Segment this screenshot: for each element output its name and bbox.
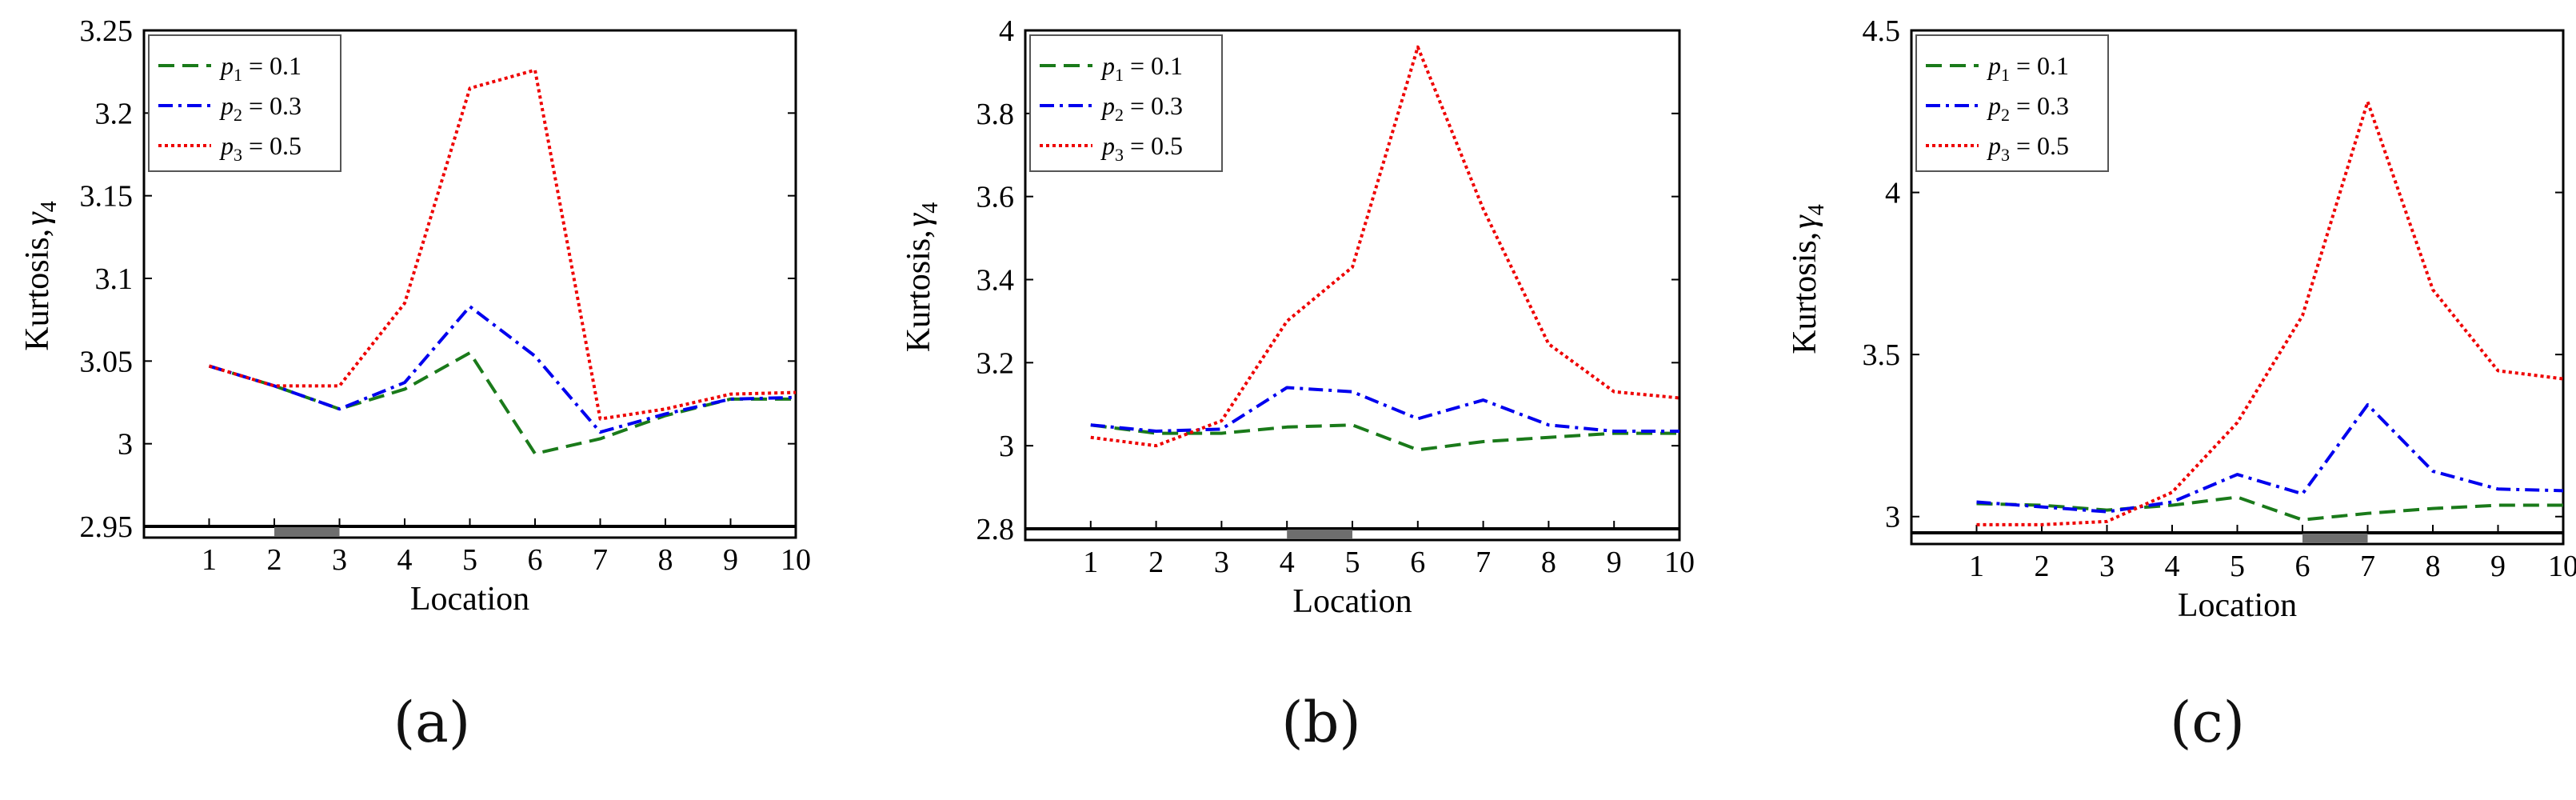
x-tick-label: 10 bbox=[781, 543, 811, 577]
x-tick-label: 2 bbox=[267, 543, 282, 577]
x-tick-label: 9 bbox=[723, 543, 738, 577]
chart-panel-0: 2.95 3 3.05 3.1 3.15 3.2 3.25 1 2 3 4 5 6 7 8 9 10 Locati… bbox=[19, 14, 811, 618]
legend-label-2: p2 = 0.3 bbox=[1100, 91, 1183, 125]
x-tick-label: 6 bbox=[2295, 550, 2310, 583]
legend-label-2: p2 = 0.3 bbox=[1987, 91, 2069, 125]
y-tick-label: 3.1 bbox=[95, 262, 134, 296]
y-tick-label: 3.15 bbox=[80, 180, 134, 214]
series-line-1 bbox=[208, 351, 796, 456]
x-axis-label: Location bbox=[2178, 587, 2297, 624]
x-tick-label: 6 bbox=[528, 543, 543, 577]
series-line-3 bbox=[1976, 100, 2564, 526]
x-tick-label: 4 bbox=[397, 543, 413, 577]
chart-panel-1: 2.8 3 3.2 3.4 3.6 3.8 4 1 2 3 4 5 6 7 8 9 10 Location Kurt… bbox=[901, 14, 1695, 620]
chart-panel-2: 3 3.5 4 4.5 1 2 3 4 5 6 7 8 9 10 Location Kurtosis,γ4 p1… bbox=[1787, 14, 2576, 624]
legend-label-3: p3 = 0.5 bbox=[219, 131, 302, 165]
x-tick-label: 2 bbox=[2035, 550, 2050, 583]
x-tick-label: 10 bbox=[2548, 550, 2576, 583]
legend-label-2: p2 = 0.3 bbox=[219, 91, 302, 125]
y-tick-label: 4 bbox=[1885, 177, 1900, 210]
series-line-2 bbox=[208, 305, 797, 434]
y-tick-label: 3.2 bbox=[95, 97, 134, 130]
panel-label-c: (c) bbox=[2170, 690, 2245, 755]
x-tick-label: 4 bbox=[2165, 550, 2180, 583]
panel-label-b: (b) bbox=[1281, 690, 1361, 755]
y-tick-label: 3.05 bbox=[80, 345, 134, 378]
series-line-3 bbox=[1090, 45, 1680, 448]
y-tick-label: 3.2 bbox=[976, 346, 1015, 380]
legend-box bbox=[1029, 34, 1223, 172]
y-axis-label: Kurtosis,γ4 bbox=[901, 202, 943, 352]
x-tick-label: 3 bbox=[1214, 546, 1229, 579]
legend-label-1: p1 = 0.1 bbox=[219, 51, 302, 85]
legend-label-3: p3 = 0.5 bbox=[1100, 131, 1183, 165]
x-tick-label: 7 bbox=[1476, 546, 1491, 579]
x-tick-label: 3 bbox=[332, 543, 347, 577]
y-tick-label: 4 bbox=[999, 14, 1014, 48]
legend-box bbox=[1915, 34, 2109, 172]
x-tick-label: 8 bbox=[1541, 546, 1556, 579]
x-tick-label: 8 bbox=[658, 543, 673, 577]
x-axis-label: Location bbox=[1292, 583, 1412, 620]
y-axis-label: Kurtosis,γ4 bbox=[1787, 204, 1829, 354]
x-tick-label: 9 bbox=[2490, 550, 2506, 583]
y-tick-label: 2.95 bbox=[80, 510, 134, 544]
x-tick-label: 4 bbox=[1280, 546, 1295, 579]
series-line-1 bbox=[1976, 495, 2563, 522]
panel-label-a: (a) bbox=[393, 690, 471, 755]
x-tick-label: 8 bbox=[2426, 550, 2441, 583]
x-tick-label: 1 bbox=[202, 543, 217, 577]
x-tick-label: 1 bbox=[1083, 546, 1098, 579]
series-line-2 bbox=[1976, 402, 2564, 514]
legend-label-3: p3 = 0.5 bbox=[1987, 131, 2069, 165]
x-axis-label: Location bbox=[410, 581, 529, 618]
y-tick-label: 3 bbox=[999, 430, 1014, 463]
legend-label-1: p1 = 0.1 bbox=[1987, 51, 2069, 85]
highlight-span bbox=[2302, 534, 2368, 543]
legend-box bbox=[148, 34, 341, 172]
y-tick-label: 3.4 bbox=[976, 264, 1015, 298]
x-tick-label: 10 bbox=[1664, 546, 1695, 579]
x-tick-label: 5 bbox=[462, 543, 477, 577]
x-tick-label: 7 bbox=[2360, 550, 2375, 583]
series-line-1 bbox=[1090, 423, 1679, 452]
y-tick-label: 3.5 bbox=[1863, 338, 1901, 372]
x-tick-label: 9 bbox=[1607, 546, 1622, 579]
x-tick-label: 5 bbox=[2230, 550, 2245, 583]
y-tick-label: 3.6 bbox=[976, 181, 1015, 214]
x-tick-label: 1 bbox=[1969, 550, 1984, 583]
y-tick-label: 3 bbox=[1885, 501, 1900, 534]
x-tick-label: 5 bbox=[1345, 546, 1360, 579]
x-tick-label: 3 bbox=[2099, 550, 2115, 583]
legend-label-1: p1 = 0.1 bbox=[1100, 51, 1183, 85]
series-line-2 bbox=[1090, 386, 1679, 433]
y-axis-label: Kurtosis,γ4 bbox=[19, 201, 62, 350]
highlight-span bbox=[274, 527, 340, 537]
y-tick-label: 3.25 bbox=[80, 14, 134, 48]
x-tick-label: 2 bbox=[1148, 546, 1164, 579]
highlight-span bbox=[1287, 530, 1352, 539]
y-tick-label: 3.8 bbox=[976, 98, 1015, 131]
y-tick-label: 2.8 bbox=[976, 513, 1015, 546]
y-tick-label: 3 bbox=[118, 428, 133, 462]
x-tick-label: 7 bbox=[593, 543, 608, 577]
y-tick-label: 4.5 bbox=[1863, 14, 1901, 48]
x-tick-label: 6 bbox=[1410, 546, 1425, 579]
